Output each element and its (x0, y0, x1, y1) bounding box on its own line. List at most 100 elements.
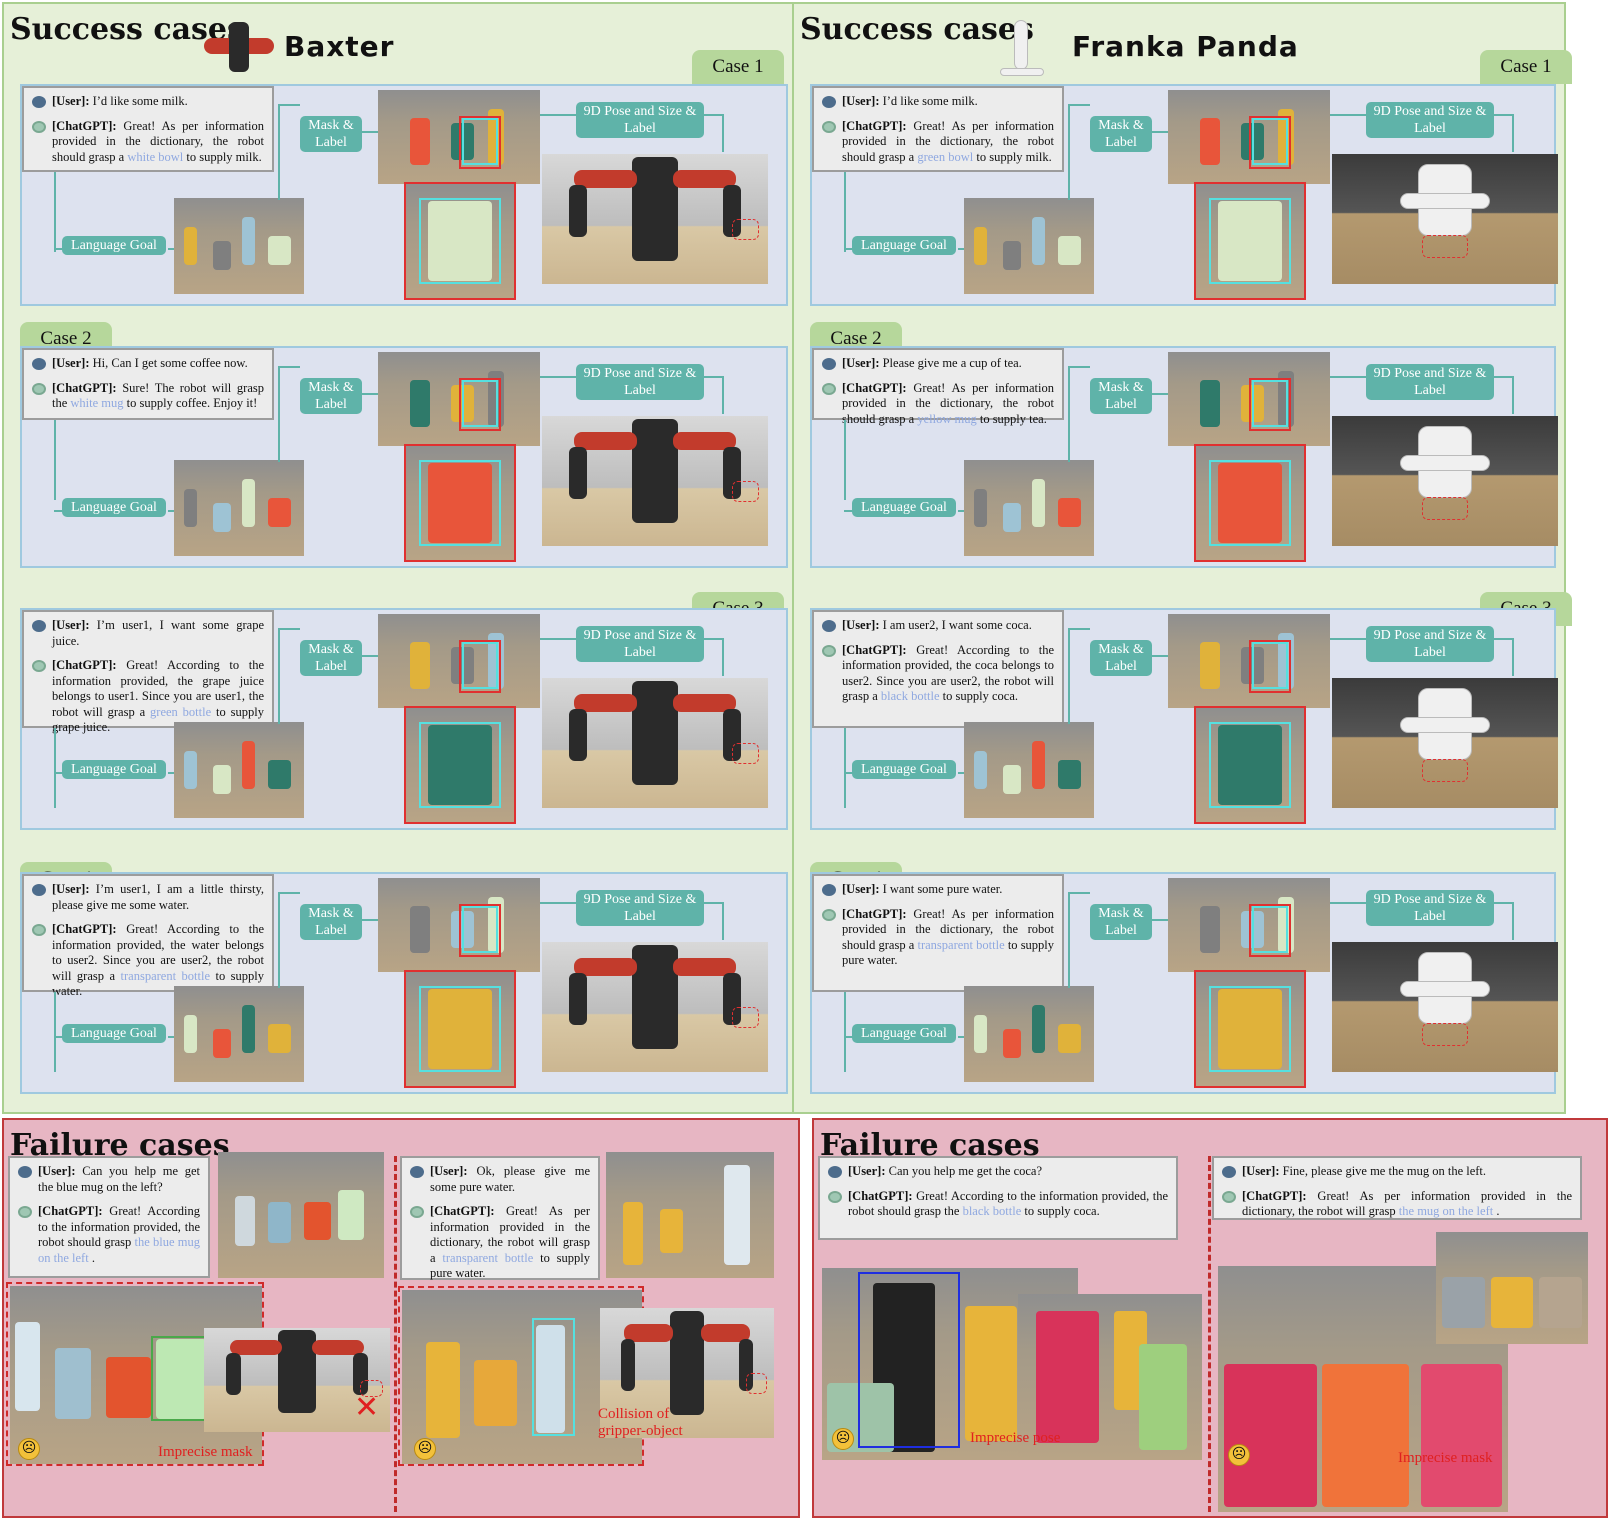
connector-line (54, 992, 56, 1072)
connector-line (1330, 902, 1366, 904)
robot-left-arm (624, 1323, 674, 1342)
object (1003, 503, 1022, 532)
zoomed-pose-image (1194, 444, 1306, 562)
zoomed-pose-image (404, 970, 516, 1088)
chatgpt-response-end: to supply grape juice. (52, 704, 264, 735)
object (659, 1208, 684, 1253)
connector-line (844, 728, 846, 808)
chatgpt-text: [ChatGPT]: Great! As per information pro… (52, 119, 264, 166)
zoom-region (459, 116, 502, 169)
chatgpt-icon (32, 120, 46, 133)
language-goal-image (174, 986, 304, 1082)
chatgpt-response-end: . (1496, 1204, 1500, 1218)
object (184, 226, 198, 266)
zoom-region (1249, 116, 1292, 169)
chatgpt-label: [ChatGPT]: (52, 922, 117, 936)
object (965, 1306, 1017, 1441)
franka-failure-panel: Failure cases [User]: Can you help me get… (812, 1118, 1608, 1518)
chatgpt-response: Great! As per information provided in th… (842, 118, 1054, 164)
object (974, 226, 988, 266)
user-label: [User]: (52, 618, 90, 632)
franka-robot-logo (994, 16, 1064, 78)
chatgpt-label: [ChatGPT]: (52, 380, 117, 395)
zoomed-pose-image (1194, 706, 1306, 824)
connector-line (1068, 366, 1090, 368)
object-bbox (1252, 642, 1288, 690)
chatgpt-label: [ChatGPT]: (842, 906, 907, 921)
object (410, 380, 430, 428)
object (1003, 765, 1022, 794)
grasp-highlight (746, 1373, 768, 1394)
object (1057, 760, 1081, 790)
user-utterance: I’m user1, I am a little thirsty, please… (52, 882, 265, 912)
mask-image (1168, 878, 1330, 972)
connector-line (958, 1036, 968, 1038)
pose-size-label: 9D Pose and Size & Label (1366, 102, 1494, 138)
connector-line (704, 376, 722, 378)
object-bbox (462, 642, 498, 690)
language-goal-label: Language Goal (62, 1024, 166, 1043)
connector-line (722, 376, 724, 414)
robot-left-forearm (569, 709, 588, 762)
zoomed-pose-image (1194, 182, 1306, 300)
object (241, 1005, 255, 1054)
franka-success-panel: Success cases Franka Panda Case 1 [User]: I… (792, 2, 1572, 1114)
robot-photo (542, 416, 768, 546)
object (474, 1359, 518, 1426)
case-tag: Case 1 (1480, 50, 1572, 84)
chatgpt-message: [ChatGPT]: Great! As per information pro… (32, 119, 264, 166)
failure-mask-image (606, 1152, 774, 1278)
mask-label: Mask & Label (1090, 904, 1152, 940)
connector-line (958, 772, 968, 774)
connector-line (704, 902, 722, 904)
language-goal-image (174, 722, 304, 818)
chatgpt-response-end: to supply coca. (1024, 1204, 1100, 1218)
object-bbox (462, 906, 498, 954)
mask-label: Mask & Label (300, 640, 362, 676)
sad-face-icon: ☹ (832, 1428, 854, 1450)
user-text: [User]: I’m user1, I want some grape jui… (52, 618, 264, 649)
user-message: [User]: Can you help me get the blue mug… (18, 1164, 200, 1195)
user-message: [User]: Can you help me get the coca? (828, 1164, 1168, 1180)
connector-line (278, 628, 300, 630)
object (410, 906, 430, 954)
user-utterance: Can you help me get the blue mug on the … (38, 1164, 201, 1194)
object (15, 1321, 41, 1411)
object (241, 479, 255, 528)
connector-line (1152, 131, 1168, 133)
mask-image (1168, 614, 1330, 708)
connector-line (54, 510, 64, 512)
chat-bubble: [User]: I’m user1, I want some grape jui… (22, 610, 274, 734)
chatgpt-response-end: to supply milk. (186, 149, 262, 164)
object (1490, 1276, 1534, 1329)
connector-line (362, 131, 378, 133)
object (1539, 1276, 1582, 1329)
language-goal-image (964, 198, 1094, 294)
user-label: [User]: (1242, 1164, 1280, 1178)
user-icon (828, 1166, 842, 1178)
grasp-highlight (1422, 234, 1468, 258)
object (1240, 910, 1264, 949)
user-label: [User]: (52, 94, 90, 108)
connector-line (362, 655, 378, 657)
chatgpt-icon (822, 120, 836, 133)
object (1217, 201, 1283, 281)
connector-line (278, 892, 300, 894)
chatgpt-icon (822, 644, 836, 657)
failure-x-icon: ✕ (354, 1390, 380, 1425)
user-text: [User]: I’m user1, I am a little thirsty… (52, 882, 264, 913)
connector-line (278, 366, 280, 462)
language-goal-label: Language Goal (852, 498, 956, 517)
object (1223, 1364, 1317, 1508)
connector-line (168, 248, 178, 250)
object (450, 384, 474, 423)
object (427, 463, 493, 543)
user-utterance: Can you help me get the coca? (888, 1164, 1043, 1178)
mask-image (378, 614, 540, 708)
imprecise-mask-bbox (151, 1335, 212, 1422)
object (1217, 989, 1283, 1069)
object-bbox (462, 118, 498, 166)
language-goal-image (964, 986, 1094, 1082)
object (1200, 906, 1220, 954)
user-icon (410, 1166, 424, 1178)
